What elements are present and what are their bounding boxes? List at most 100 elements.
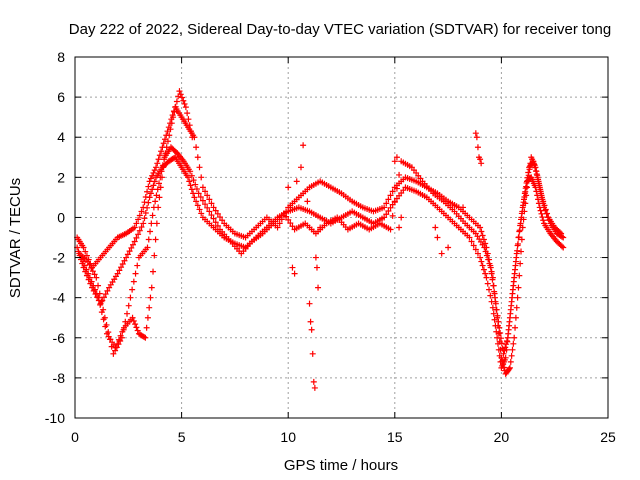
data-point: [477, 156, 484, 163]
data-point: [539, 214, 546, 221]
data-point: [473, 134, 480, 141]
data-point: [147, 190, 154, 197]
axis-ticks: [74, 56, 609, 419]
data-point: [498, 340, 505, 347]
data-point: [515, 234, 522, 241]
data-point: [534, 174, 541, 181]
data-point: [506, 366, 513, 373]
data-point: [160, 140, 167, 147]
data-point: [102, 291, 109, 298]
data-point: [138, 224, 145, 231]
data-point: [317, 224, 324, 231]
data-point: [489, 304, 496, 311]
data-point: [470, 242, 477, 249]
data-point: [99, 297, 106, 304]
data-point: [135, 231, 142, 238]
data-point: [491, 316, 498, 323]
data-point: [187, 182, 194, 189]
data-point: [522, 185, 529, 192]
data-point: [138, 208, 145, 215]
data-point: [494, 312, 501, 319]
data-point: [381, 214, 388, 221]
data-point: [488, 270, 495, 277]
data-point: [188, 172, 195, 179]
data-point: [451, 202, 458, 209]
data-point: [88, 264, 95, 271]
data-point: [168, 120, 175, 127]
data-point: [535, 196, 542, 203]
data-point: [170, 114, 177, 121]
data-point: [150, 182, 157, 189]
data-point: [202, 188, 209, 195]
data-point: [148, 220, 155, 227]
data-point: [509, 294, 516, 301]
data-point: [156, 152, 163, 159]
data-point: [503, 337, 510, 344]
data-point: [310, 378, 317, 385]
data-point: [108, 343, 115, 350]
data-point: [507, 358, 514, 365]
data-point: [489, 276, 496, 283]
data-point: [192, 181, 199, 188]
data-point: [486, 260, 493, 267]
data-point: [81, 262, 88, 269]
data-point: [517, 260, 524, 267]
data-point: [538, 190, 545, 197]
data-point: [274, 224, 281, 231]
data-point: [162, 150, 169, 157]
data-point: [289, 264, 296, 271]
y-tick-label: 0: [57, 209, 65, 225]
data-point: [95, 282, 102, 289]
data-point: [135, 216, 142, 223]
data-point: [133, 234, 140, 241]
data-point: [533, 171, 540, 178]
data-point: [531, 161, 538, 168]
series-track-d: [76, 88, 196, 357]
data-point: [396, 171, 403, 178]
data-point: [196, 206, 203, 213]
data-point: [511, 334, 518, 341]
data-point: [86, 261, 93, 268]
data-point: [276, 220, 283, 227]
data-point: [492, 300, 499, 307]
data-point: [195, 190, 202, 197]
data-point: [505, 326, 512, 333]
data-point: [538, 194, 545, 201]
data-point: [136, 212, 143, 219]
data-point: [147, 228, 154, 235]
data-point: [143, 324, 150, 331]
data-point: [187, 128, 194, 135]
data-point: [396, 224, 403, 231]
data-point: [532, 184, 539, 191]
data-point: [479, 232, 486, 239]
y-axis-label: SDTVAR / TECUs: [7, 178, 24, 298]
data-point: [206, 208, 213, 215]
data-point: [541, 202, 548, 209]
data-point: [97, 301, 104, 308]
data-point: [173, 98, 180, 105]
data-point: [190, 177, 197, 184]
data-point: [167, 126, 174, 133]
x-tick-label: 10: [280, 429, 296, 445]
data-point: [501, 347, 508, 354]
series-track-c: [78, 144, 565, 357]
x-tick-label: 0: [71, 429, 79, 445]
data-point: [285, 184, 292, 191]
data-point: [105, 329, 112, 336]
data-point: [393, 185, 400, 192]
data-point: [521, 190, 528, 197]
data-point: [512, 262, 519, 269]
data-point: [153, 220, 160, 227]
data-point: [144, 244, 151, 251]
data-point: [154, 160, 161, 167]
data-point: [189, 134, 196, 141]
data-point: [309, 350, 316, 357]
y-tick-labels: -10 -8 -6 -4 -2 0 2 4 6 8: [45, 49, 65, 426]
data-point: [198, 174, 205, 181]
data-point: [146, 304, 153, 311]
data-point: [199, 197, 206, 204]
data-point: [148, 284, 155, 291]
data-point: [146, 178, 153, 185]
data-point: [445, 244, 452, 251]
data-point: [544, 210, 551, 217]
